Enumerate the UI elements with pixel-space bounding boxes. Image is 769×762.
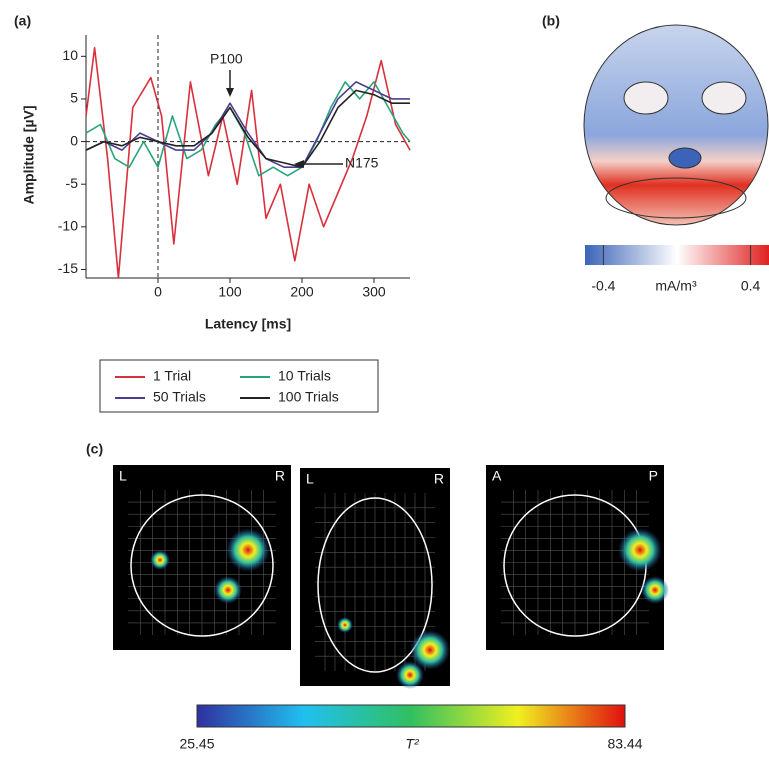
- colorbar: [196, 704, 626, 728]
- legend-label: 100 Trials: [278, 389, 339, 405]
- x-tick-label: 300: [362, 284, 386, 300]
- y-tick-label: -15: [58, 260, 78, 276]
- view-label: L: [119, 468, 127, 484]
- colorbar-tick-label: 0.4: [741, 278, 761, 294]
- colorbar-tick-label: -0.4: [591, 278, 615, 294]
- activation: [150, 550, 170, 570]
- contour: [701, 81, 747, 115]
- annotation: P100: [210, 51, 243, 67]
- legend: 1 Trial 10 Trials 50 Trials 100 Trials: [115, 368, 339, 405]
- colorbar-label: T²: [405, 736, 420, 752]
- activation: [396, 661, 424, 689]
- activation: [410, 630, 450, 670]
- panel-label: (c): [86, 441, 103, 457]
- y-tick-label: -10: [58, 218, 78, 234]
- activation: [214, 576, 242, 604]
- view-label: A: [492, 468, 502, 484]
- colorbar-unit: mA/m³: [655, 278, 697, 294]
- series-line: [85, 89, 410, 168]
- arrow-head: [294, 160, 304, 168]
- series-line: [85, 81, 410, 168]
- activation: [641, 576, 669, 604]
- y-tick-label: -5: [66, 175, 79, 191]
- activation: [618, 528, 662, 572]
- series-line: [85, 81, 411, 177]
- view-label: P: [649, 468, 658, 484]
- x-tick-label: 0: [154, 284, 162, 300]
- colorbar-max: 83.44: [607, 736, 642, 752]
- panel-label: (b): [542, 13, 560, 29]
- arrow-head: [226, 88, 234, 97]
- x-tick-label: 100: [218, 284, 242, 300]
- brain-outline: [130, 494, 274, 637]
- scalp-map: [583, 24, 769, 226]
- x-tick-label: 200: [290, 284, 314, 300]
- contour: [668, 147, 702, 169]
- colorbar-min: 25.45: [179, 736, 214, 752]
- colorbar: [585, 245, 769, 265]
- legend-label: 1 Trial: [153, 368, 191, 384]
- activation: [337, 617, 353, 633]
- legend-label: 10 Trials: [278, 368, 331, 384]
- brain-outline: [317, 497, 433, 673]
- y-tick-label: 5: [70, 90, 78, 106]
- legend-box: [99, 359, 379, 413]
- view-label: L: [306, 471, 314, 487]
- y-tick-label: 0: [70, 132, 78, 148]
- x-axis-label: Latency [ms]: [205, 316, 291, 332]
- panel-label: (a): [14, 13, 31, 29]
- view-label: R: [275, 468, 285, 484]
- y-axis-label: Amplitude [µV]: [21, 105, 37, 204]
- y-tick-label: 10: [62, 47, 78, 63]
- series-line: [85, 47, 411, 279]
- legend-label: 50 Trials: [153, 389, 206, 405]
- annotation: N175: [345, 155, 379, 171]
- contour: [623, 81, 669, 115]
- colorbar-ticks: -0.4 0.4: [591, 245, 761, 294]
- activation: [226, 528, 270, 572]
- view-label: R: [434, 471, 444, 487]
- contour: [605, 177, 747, 219]
